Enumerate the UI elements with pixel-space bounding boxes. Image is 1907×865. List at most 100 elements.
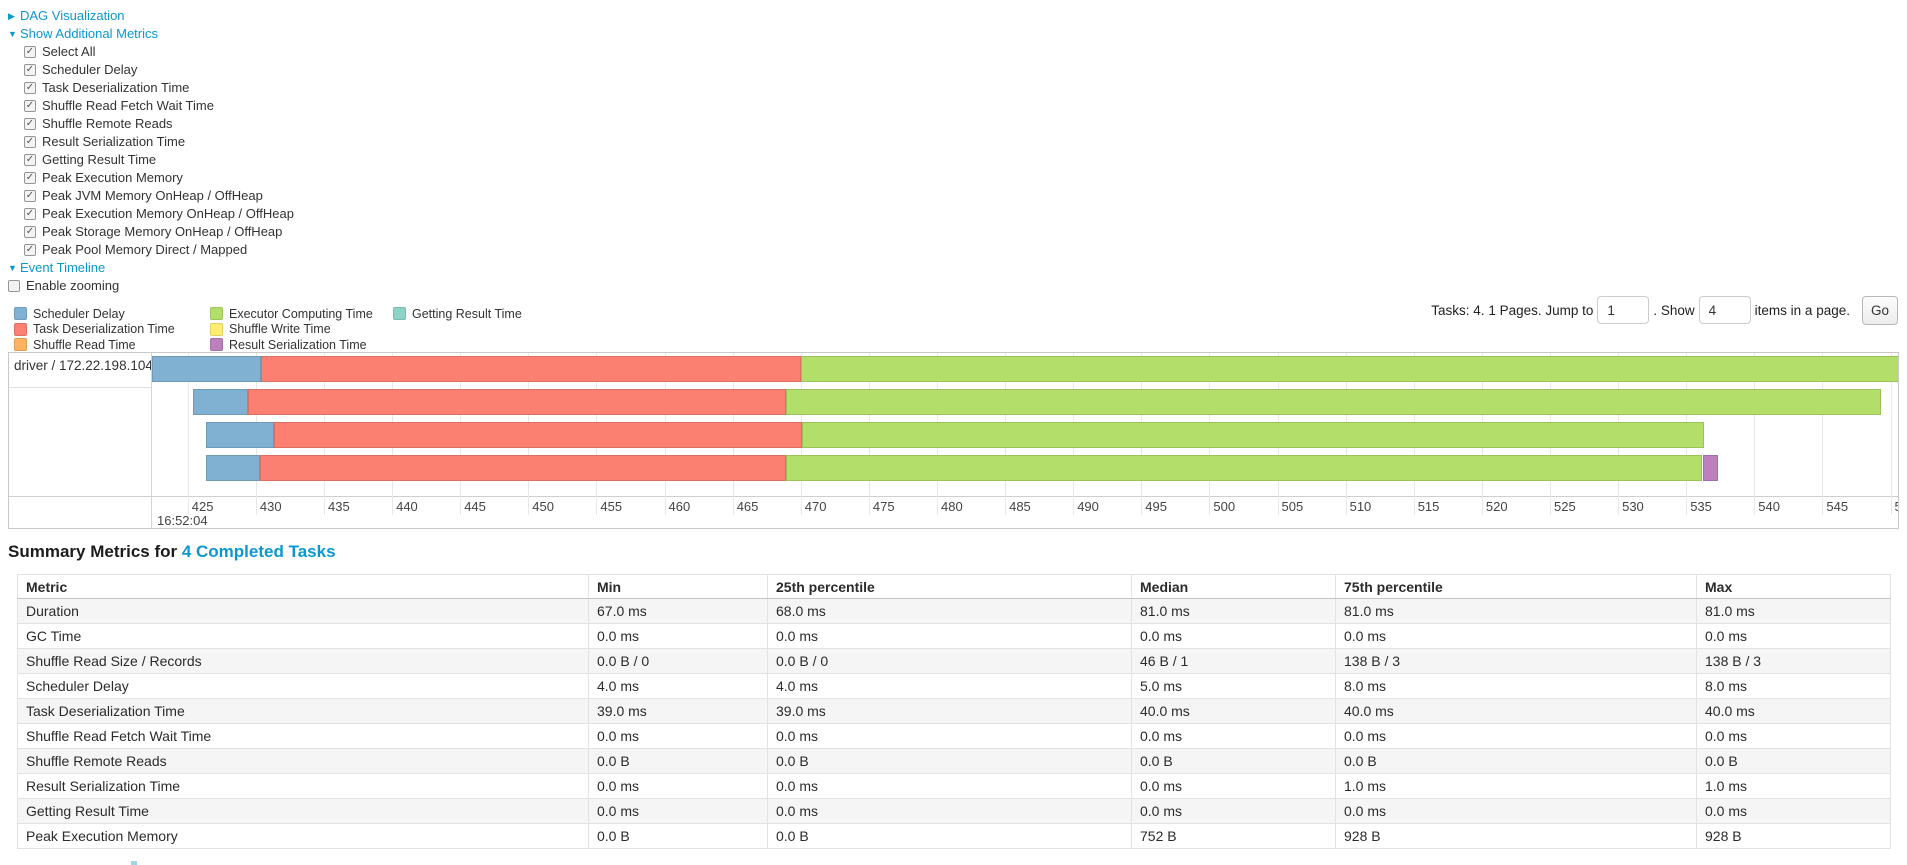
checkbox-label[interactable]: Getting Result Time bbox=[42, 152, 157, 167]
checkbox-peak-storage-memory[interactable] bbox=[24, 226, 36, 238]
value-cell: 0.0 ms bbox=[588, 623, 768, 649]
checkbox-peak-pool-memory[interactable] bbox=[24, 244, 36, 256]
axis-tick-label: 470 bbox=[804, 499, 827, 514]
task-bar-segment-executor_computing_time[interactable] bbox=[800, 356, 1898, 382]
items-per-page-input[interactable] bbox=[1698, 296, 1751, 324]
value-cell: 0.0 ms bbox=[588, 798, 768, 824]
checkbox-label[interactable]: Peak JVM Memory OnHeap / OffHeap bbox=[42, 188, 263, 203]
show-additional-metrics-toggle[interactable]: ▼ Show Additional Metrics bbox=[8, 25, 294, 43]
task-bar-segment-task_deserialization_time[interactable] bbox=[261, 356, 801, 382]
checkbox-row-peak-execution-memory[interactable]: Peak Execution Memory bbox=[8, 169, 294, 187]
value-cell: 67.0 ms bbox=[588, 598, 768, 624]
checkbox-enable-zooming[interactable] bbox=[8, 280, 20, 292]
value-cell: 40.0 ms bbox=[1131, 698, 1336, 724]
enable-zooming-label[interactable]: Enable zooming bbox=[26, 278, 120, 293]
table-row: Result Serialization Time 0.0 ms 0.0 ms 0.0… bbox=[17, 773, 1891, 799]
value-cell: 0.0 ms bbox=[1335, 623, 1697, 649]
checkbox-row-peak-jvm-memory[interactable]: Peak JVM Memory OnHeap / OffHeap bbox=[8, 187, 294, 205]
checkbox-label[interactable]: Shuffle Read Fetch Wait Time bbox=[42, 98, 214, 113]
legend-item: Scheduler Delay bbox=[14, 306, 210, 322]
checkbox-result-serialization-time[interactable] bbox=[24, 136, 36, 148]
show-additional-metrics-label[interactable]: Show Additional Metrics bbox=[20, 26, 159, 41]
result-serialization-swatch-icon bbox=[210, 338, 223, 352]
checkbox-row-result-serialization-time[interactable]: Result Serialization Time bbox=[8, 133, 294, 151]
checkbox-peak-execution-memory[interactable] bbox=[24, 172, 36, 184]
checkbox-row-peak-pool-memory[interactable]: Peak Pool Memory Direct / Mapped bbox=[8, 241, 294, 259]
completed-tasks-link[interactable]: 4 Completed Tasks bbox=[181, 542, 336, 561]
value-cell: 0.0 B bbox=[767, 748, 1132, 774]
checkbox-label[interactable]: Peak Execution Memory bbox=[42, 170, 183, 185]
value-cell: 0.0 ms bbox=[588, 723, 768, 749]
axis-tick-label: 480 bbox=[941, 499, 963, 514]
event-timeline-toggle[interactable]: ▼ Event Timeline bbox=[8, 259, 294, 277]
checkbox-label[interactable]: Shuffle Remote Reads bbox=[42, 116, 173, 131]
task-bar-segment-scheduler_delay[interactable] bbox=[152, 356, 262, 382]
checkbox-row-peak-storage-memory[interactable]: Peak Storage Memory OnHeap / OffHeap bbox=[8, 223, 294, 241]
checkbox-row-task-deserialization-time[interactable]: Task Deserialization Time bbox=[8, 79, 294, 97]
event-timeline-label[interactable]: Event Timeline bbox=[20, 260, 106, 275]
task-bar-segment-task_deserialization_time[interactable] bbox=[273, 422, 803, 448]
checkbox-row-select-all[interactable]: Select All bbox=[8, 43, 294, 61]
checkbox-label[interactable]: Result Serialization Time bbox=[42, 134, 186, 149]
task-bar-segment-executor_computing_time[interactable] bbox=[785, 389, 1881, 415]
legend-label: Executor Computing Time bbox=[229, 306, 373, 321]
dag-visualization-label[interactable]: DAG Visualization bbox=[20, 8, 125, 23]
checkbox-row-shuffle-read-fetch-wait-time[interactable]: Shuffle Read Fetch Wait Time bbox=[8, 97, 294, 115]
pagination-suffix: items in a page. bbox=[1754, 302, 1850, 318]
enable-zooming-row[interactable]: Enable zooming bbox=[8, 277, 294, 295]
metric-cell: Getting Result Time bbox=[17, 798, 589, 824]
getting-result-swatch-icon bbox=[393, 307, 406, 321]
axis-gridline bbox=[1754, 353, 1756, 515]
group-column-divider bbox=[151, 353, 152, 528]
value-cell: 0.0 ms bbox=[1696, 723, 1891, 749]
go-button[interactable]: Go bbox=[1861, 295, 1898, 325]
checkbox-shuffle-read-fetch-wait-time[interactable] bbox=[24, 100, 36, 112]
value-cell: 1.0 ms bbox=[1696, 773, 1891, 799]
axis-tick-label: 495 bbox=[1145, 499, 1167, 514]
task-bar-segment-scheduler_delay[interactable] bbox=[205, 455, 260, 481]
dag-visualization-toggle[interactable]: ▶ DAG Visualization bbox=[8, 7, 294, 25]
checkbox-row-getting-result-time[interactable]: Getting Result Time bbox=[8, 151, 294, 169]
checkbox-scheduler-delay[interactable] bbox=[24, 64, 36, 76]
axis-tick-label: 455 bbox=[600, 499, 623, 514]
value-cell: 0.0 ms bbox=[767, 623, 1132, 649]
checkbox-label[interactable]: Peak Execution Memory OnHeap / OffHeap bbox=[42, 206, 294, 221]
checkbox-row-scheduler-delay[interactable]: Scheduler Delay bbox=[8, 61, 294, 79]
checkbox-label[interactable]: Select All bbox=[42, 44, 96, 59]
task-pagination: Tasks: 4. 1 Pages. Jump to . Show items … bbox=[1427, 294, 1898, 326]
task-bar-segment-scheduler_delay[interactable] bbox=[205, 422, 274, 448]
task-bar-segment-task_deserialization_time[interactable] bbox=[247, 389, 786, 415]
checkbox-peak-jvm-memory[interactable] bbox=[24, 190, 36, 202]
legend-label: Shuffle Write Time bbox=[229, 322, 331, 337]
value-cell: 0.0 ms bbox=[588, 773, 768, 799]
checkbox-label[interactable]: Scheduler Delay bbox=[42, 62, 138, 77]
task-bar-segment-executor_computing_time[interactable] bbox=[802, 422, 1704, 448]
jump-to-page-input[interactable] bbox=[1597, 296, 1650, 324]
task-bar-segment-executor_computing_time[interactable] bbox=[785, 455, 1703, 481]
checkbox-getting-result-time[interactable] bbox=[24, 154, 36, 166]
value-cell: 0.0 B bbox=[588, 823, 768, 849]
executor-group-label: driver / 172.22.198.104 bbox=[14, 358, 153, 373]
checkbox-task-deserialization-time[interactable] bbox=[24, 82, 36, 94]
task-bar-segment-scheduler_delay[interactable] bbox=[193, 389, 248, 415]
checkbox-label[interactable]: Peak Storage Memory OnHeap / OffHeap bbox=[42, 224, 283, 239]
checkbox-row-shuffle-remote-reads[interactable]: Shuffle Remote Reads bbox=[8, 115, 294, 133]
axis-tick-label: 505 bbox=[1281, 499, 1304, 514]
value-cell: 0.0 ms bbox=[1131, 773, 1336, 799]
checkbox-label[interactable]: Peak Pool Memory Direct / Mapped bbox=[42, 242, 248, 257]
legend-item: Getting Result Time bbox=[393, 306, 522, 322]
metric-cell: Shuffle Remote Reads bbox=[17, 748, 589, 774]
legend-label: Scheduler Delay bbox=[33, 306, 125, 321]
task-bar-segment-task_deserialization_time[interactable] bbox=[260, 455, 786, 481]
checkbox-peak-execution-memory-heap[interactable] bbox=[24, 208, 36, 220]
checkbox-select-all[interactable] bbox=[24, 46, 36, 58]
task-bar-segment-result_serialization_time[interactable] bbox=[1702, 455, 1718, 481]
checkbox-label[interactable]: Task Deserialization Time bbox=[42, 80, 190, 95]
value-cell: 81.0 ms bbox=[1696, 598, 1891, 624]
checkbox-shuffle-remote-reads[interactable] bbox=[24, 118, 36, 130]
checkbox-row-peak-execution-memory-heap[interactable]: Peak Execution Memory OnHeap / OffHeap bbox=[8, 205, 294, 223]
axis-tick-label: 515 bbox=[1417, 499, 1440, 514]
shuffle-write-swatch-icon bbox=[210, 322, 223, 336]
table-row: Shuffle Read Fetch Wait Time 0.0 ms 0.0 ms… bbox=[17, 723, 1891, 749]
